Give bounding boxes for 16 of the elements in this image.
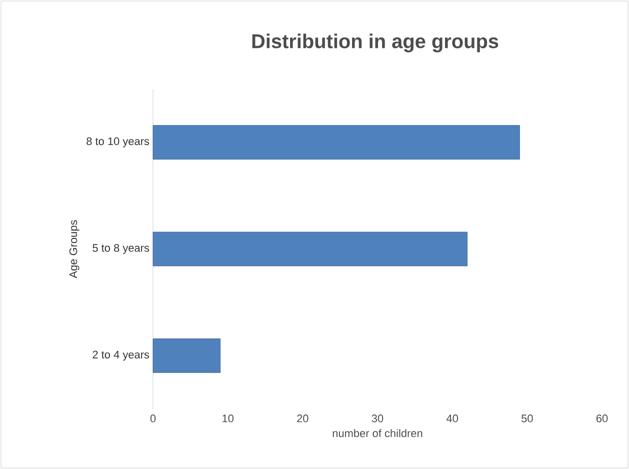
x-tick-label: 30 bbox=[372, 414, 384, 422]
x-tick-label: 20 bbox=[297, 414, 308, 422]
chart-title: Distribution in age groups bbox=[252, 34, 498, 52]
x-tick-label: 60 bbox=[596, 414, 608, 422]
x-tick-label: 50 bbox=[522, 414, 533, 422]
y-tick-label: 2 to 4 years bbox=[92, 350, 150, 361]
y-tick-label: 8 to 10 years bbox=[86, 137, 150, 148]
bar bbox=[152, 125, 520, 160]
x-axis-title: number of children bbox=[332, 429, 422, 438]
bar bbox=[152, 338, 221, 373]
x-tick-label: 40 bbox=[446, 414, 458, 422]
x-tick-label: 10 bbox=[222, 414, 234, 422]
y-tick-label: 5 to 8 years bbox=[92, 244, 150, 254]
y-axis-title: Age Groups bbox=[69, 220, 80, 278]
bar bbox=[152, 232, 468, 266]
x-tick-label: 0 bbox=[150, 414, 156, 422]
